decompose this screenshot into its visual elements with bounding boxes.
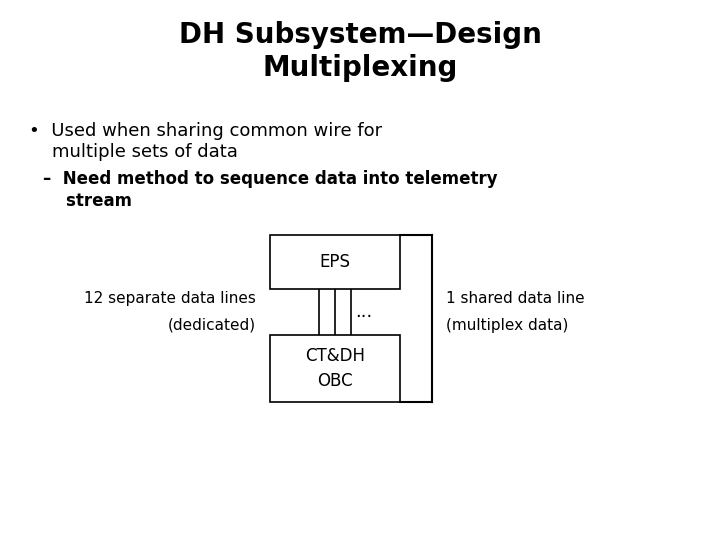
Text: 1 shared data line: 1 shared data line <box>446 291 585 306</box>
Bar <box>270 235 400 289</box>
Text: EPS: EPS <box>319 253 351 271</box>
Text: multiple sets of data: multiple sets of data <box>29 143 238 161</box>
Text: Multiplexing: Multiplexing <box>262 53 458 82</box>
Text: 12 separate data lines: 12 separate data lines <box>84 291 256 306</box>
Text: ...: ... <box>355 303 372 321</box>
Text: (dedicated): (dedicated) <box>168 318 256 333</box>
Text: •  Used when sharing common wire for: • Used when sharing common wire for <box>29 122 382 139</box>
Text: CT&DH
OBC: CT&DH OBC <box>305 347 365 390</box>
Text: stream: stream <box>43 192 132 210</box>
Text: DH Subsystem—Design: DH Subsystem—Design <box>179 21 541 49</box>
Text: (multiplex data): (multiplex data) <box>446 318 569 333</box>
Text: –  Need method to sequence data into telemetry: – Need method to sequence data into tele… <box>43 170 498 188</box>
Bar <box>270 335 400 402</box>
